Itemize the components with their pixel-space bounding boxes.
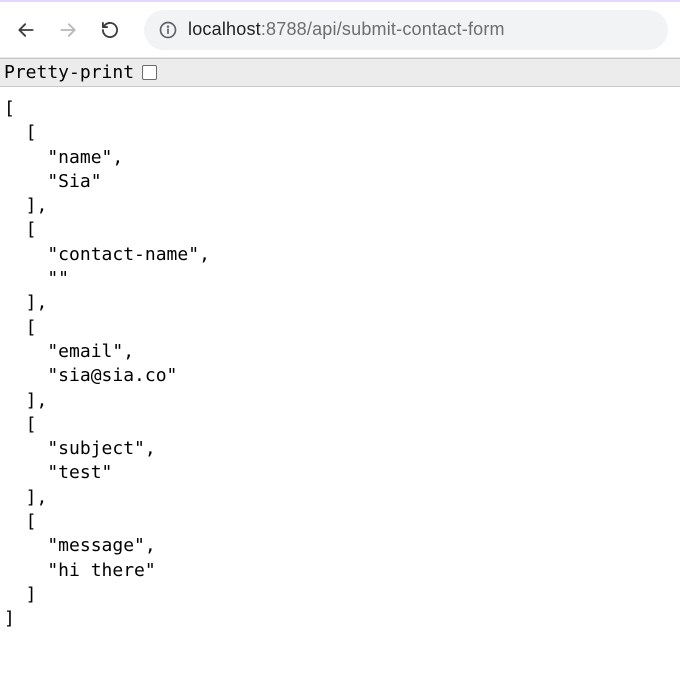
forward-button[interactable] <box>54 16 82 44</box>
address-bar[interactable]: localhost:8788/api/submit-contact-form <box>144 10 668 50</box>
url-path: :8788/api/submit-contact-form <box>261 19 505 39</box>
back-button[interactable] <box>12 16 40 44</box>
pretty-print-bar: Pretty-print <box>0 58 680 87</box>
json-response-body: [ [ "name", "Sia" ], [ "contact-name", "… <box>0 87 680 642</box>
pretty-print-checkbox[interactable] <box>142 65 157 80</box>
url-host: localhost <box>188 19 261 39</box>
pretty-print-label: Pretty-print <box>4 62 134 83</box>
reload-button[interactable] <box>96 16 124 44</box>
browser-toolbar: localhost:8788/api/submit-contact-form <box>0 0 680 58</box>
site-info-icon[interactable] <box>158 20 178 40</box>
url-text: localhost:8788/api/submit-contact-form <box>188 19 505 40</box>
